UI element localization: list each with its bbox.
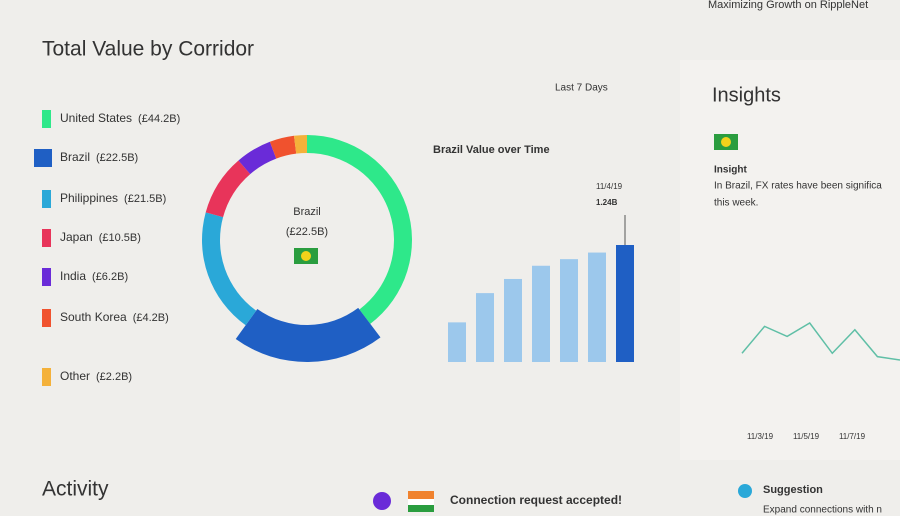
legend-label[interactable]: Philippines (60, 191, 118, 205)
legend-swatch (42, 368, 51, 386)
legend-label[interactable]: India (60, 269, 86, 283)
header-title: Maximizing Growth on RippleNet (708, 0, 868, 11)
donut-segment[interactable] (235, 307, 381, 362)
activity-title: Activity (42, 478, 109, 501)
donut-segment[interactable] (269, 135, 297, 159)
donut-segment[interactable] (293, 135, 307, 154)
legend-label[interactable]: United States (60, 111, 132, 125)
brazil-flag-disc (301, 251, 311, 261)
bar (476, 293, 494, 362)
legend-label[interactable]: Brazil (60, 150, 90, 164)
bar (448, 322, 466, 362)
legend-label[interactable]: Japan (60, 230, 93, 244)
insight-heading: Insight (714, 165, 747, 176)
legend-value: (£10.5B) (99, 232, 141, 244)
legend-value: (£6.2B) (92, 271, 128, 283)
donut-center-value: (£22.5B) (286, 226, 328, 238)
x-tick-label: 11/3/19 (747, 432, 774, 441)
activity-message: Connection request accepted! (450, 493, 622, 507)
insights-title: Insights (712, 84, 781, 106)
sparkline (741, 322, 900, 361)
bar (532, 265, 550, 362)
india-flag (408, 499, 434, 505)
suggestion-icon (738, 484, 752, 498)
bar-value: 1.24B (596, 198, 618, 207)
donut-segment[interactable] (307, 135, 412, 324)
corridor-title: Total Value by Corridor (42, 38, 254, 61)
legend-swatch (42, 190, 51, 208)
legend-swatch (42, 229, 51, 247)
legend-label[interactable]: Other (60, 369, 90, 383)
legend-swatch (34, 149, 52, 167)
legend-swatch (42, 268, 51, 286)
bar (504, 278, 522, 362)
x-tick-label: 11/7/19 (839, 432, 866, 441)
bar-date: 11/4/19 (596, 182, 623, 191)
period-select[interactable]: Last 7 Days (555, 83, 608, 94)
legend-label[interactable]: South Korea (60, 310, 127, 324)
legend-swatch (42, 110, 51, 128)
legend-value: (£4.2B) (133, 312, 169, 324)
bar (616, 245, 634, 362)
insight-text: In Brazil, FX rates have been significa (714, 181, 882, 192)
india-flag (408, 505, 434, 512)
bar (560, 259, 578, 362)
legend-swatch (42, 309, 51, 327)
suggestion-text: Expand connections with n (763, 505, 882, 516)
legend-value: (£44.2B) (138, 113, 180, 125)
activity-icon (373, 492, 391, 510)
insight-text: this week. (714, 198, 758, 209)
legend-value: (£2.2B) (96, 371, 132, 383)
legend-value: (£22.5B) (96, 152, 138, 164)
brazil-flag-disc (721, 137, 731, 147)
donut-segment[interactable] (205, 160, 251, 218)
india-flag (408, 491, 434, 499)
suggestion-title: Suggestion (763, 484, 823, 496)
donut-segment[interactable] (201, 212, 257, 326)
bar-chart-title: Brazil Value over Time (433, 144, 550, 156)
donut-center-title: Brazil (293, 206, 321, 218)
donut-segment[interactable] (238, 141, 277, 175)
bar (588, 252, 606, 362)
insights-panel (680, 60, 900, 460)
x-tick-label: 11/5/19 (793, 432, 820, 441)
legend-value: (£21.5B) (124, 193, 166, 205)
